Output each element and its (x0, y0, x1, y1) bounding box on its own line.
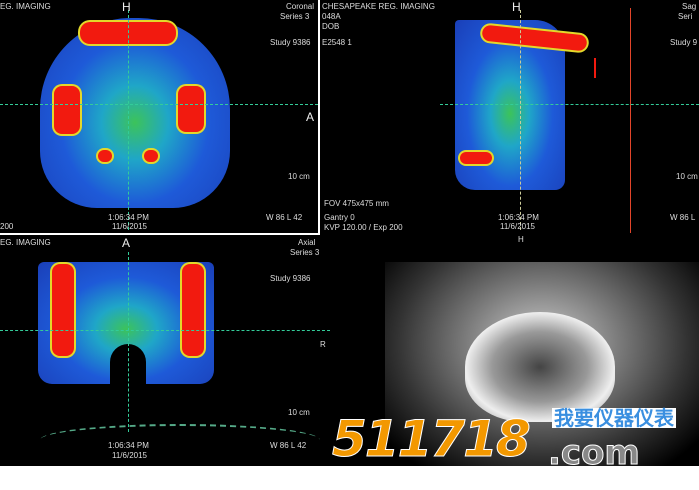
axial-hot-region (182, 264, 204, 356)
orientation-top: A (122, 236, 131, 250)
series-label: Seri (678, 12, 693, 21)
scale-label: 10 cm (288, 172, 310, 181)
timestamp: 1:06:34 PM (108, 441, 149, 450)
crosshair-vertical[interactable] (520, 10, 521, 230)
orientation-right: A (306, 110, 315, 124)
xray-image (465, 312, 615, 422)
coronal-hot-region (178, 86, 204, 132)
view-label: Sag (682, 2, 697, 11)
date: 11/6/2015 (112, 451, 147, 460)
institution-label: EG. IMAGING (0, 2, 51, 11)
ct-viewer: EG. IMAGING H Coronal Series 3 Study 938… (0, 0, 699, 466)
institution-label: EG. IMAGING (0, 238, 51, 247)
watermark-domain: .com (548, 433, 641, 473)
coronal-hot-region (98, 150, 112, 162)
watermark-chinese: 我要仪器仪表 (552, 406, 676, 430)
study-label: Study 9386 (270, 38, 311, 47)
date: 11/6/2015 (500, 222, 535, 231)
kvp-label: KVP 120.00 / Exp 200 (324, 223, 403, 232)
sagittal-marker (594, 58, 596, 78)
sagittal-hot-region (460, 152, 492, 164)
window-level: W 86 L 42 (270, 441, 307, 450)
orientation-bottom: H (518, 235, 524, 244)
dob-label: DOB (322, 22, 340, 31)
orientation-top: H (122, 0, 131, 14)
series-label: Series 3 (290, 248, 320, 257)
crosshair-horizontal[interactable] (0, 330, 330, 331)
series-label: Series 3 (280, 12, 310, 21)
crosshair-vertical[interactable] (128, 252, 129, 432)
xray-viewport[interactable] (385, 262, 699, 466)
fov-label: FOV 475x475 mm (324, 199, 389, 208)
window-level: W 86 L (670, 213, 696, 222)
sagittal-viewport[interactable]: H Sag Seri Study 9 10 cm 1:06:34 PM 11/6… (440, 0, 699, 248)
crosshair-horizontal[interactable] (440, 104, 699, 105)
date: 11/6/2015 (112, 222, 147, 231)
timestamp: 1:06:34 PM (108, 213, 149, 222)
timestamp: 1:06:34 PM (498, 213, 539, 222)
scale-label: 10 cm (288, 408, 310, 417)
view-label: Axial (298, 238, 316, 247)
patient-id: 048A (322, 12, 341, 21)
study-label: Study 9 (670, 38, 698, 47)
coronal-hot-region (144, 150, 158, 162)
window-level: W 86 L 42 (266, 213, 303, 222)
coronal-hot-region (54, 86, 80, 134)
study-label: Study 9386 (270, 274, 311, 283)
view-label: Coronal (286, 2, 315, 11)
watermark-number: 511718 (332, 410, 532, 468)
orientation-right: R (320, 340, 326, 349)
axial-arc (40, 424, 320, 456)
axial-hot-region (52, 264, 74, 356)
coronal-viewport[interactable]: EG. IMAGING H Coronal Series 3 Study 938… (0, 0, 320, 235)
study-id: E2548 1 (322, 38, 352, 47)
sagittal-red-line (630, 8, 631, 233)
orientation-top: H (512, 0, 521, 14)
scale-label: 10 cm (676, 172, 698, 181)
gantry-label: Gantry 0 (324, 213, 355, 222)
axial-viewport[interactable]: EG. IMAGING A Axial Series 3 Study 9386 … (0, 236, 330, 466)
edge-value: 200 (0, 222, 14, 231)
crosshair-vertical[interactable] (128, 10, 129, 230)
institution-name: CHESAPEAKE REG. IMAGING (322, 2, 435, 11)
crosshair-horizontal[interactable] (0, 104, 318, 105)
